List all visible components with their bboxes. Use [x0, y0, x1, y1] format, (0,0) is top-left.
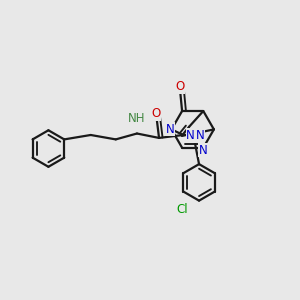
Text: N: N: [186, 129, 195, 142]
Text: N: N: [199, 144, 208, 157]
Text: O: O: [152, 107, 161, 120]
Text: N: N: [166, 123, 174, 136]
Text: N: N: [196, 129, 205, 142]
Text: O: O: [175, 80, 184, 93]
Text: Cl: Cl: [176, 203, 188, 216]
Text: NH: NH: [128, 112, 146, 125]
